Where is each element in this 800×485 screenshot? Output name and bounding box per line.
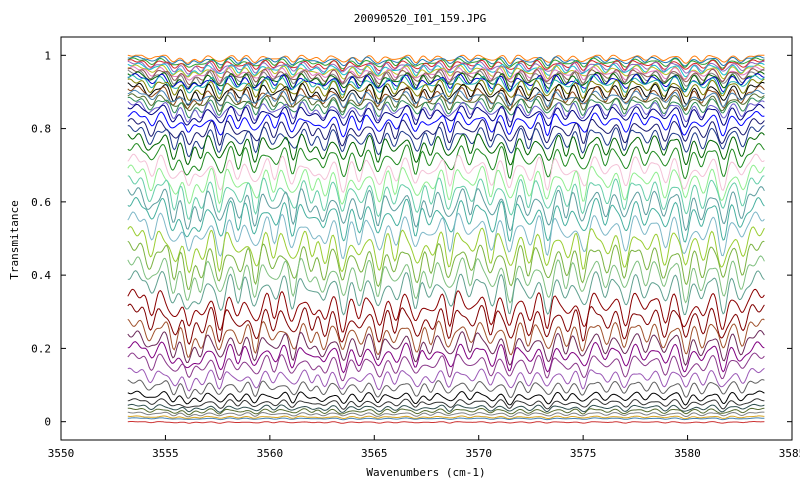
series-line <box>127 74 765 96</box>
series-layer <box>127 54 765 424</box>
series-line <box>127 54 765 64</box>
x-tick-label: 3575 <box>570 447 597 460</box>
plot-frame <box>60 36 793 441</box>
series-line <box>127 421 765 424</box>
tick-layer: 3550 3555 3560 3565 3570 3575 3580 3585 0 0.2 0.4 0… <box>31 37 800 460</box>
series-line <box>127 175 765 220</box>
y-tick-label: 0.4 <box>31 269 51 282</box>
series-line <box>127 226 765 274</box>
chart-title: 20090520_I01_159.JPG <box>354 12 486 25</box>
series-line <box>127 78 765 102</box>
series-line <box>127 367 765 392</box>
series-line <box>127 66 765 83</box>
series-line <box>127 103 765 128</box>
series-line <box>127 125 765 158</box>
x-tick-label: 3555 <box>152 447 179 460</box>
series-line <box>127 288 765 333</box>
series-line <box>127 197 765 243</box>
series-line <box>127 211 765 260</box>
y-tick-label: 0.8 <box>31 123 51 136</box>
x-tick-label: 3585 <box>779 447 800 460</box>
series-line <box>127 142 765 180</box>
series-line <box>127 318 765 358</box>
x-tick-label: 3560 <box>257 447 284 460</box>
series-line <box>127 57 765 70</box>
y-tick-label: 0.2 <box>31 342 51 355</box>
series-line <box>127 407 765 416</box>
series-line <box>127 329 765 366</box>
series-line <box>127 100 765 123</box>
series-line <box>127 390 765 406</box>
series-line <box>127 96 765 119</box>
x-tick-label: 3550 <box>48 447 75 460</box>
series-line <box>127 59 765 72</box>
series-line <box>127 415 765 420</box>
series-line <box>127 110 765 138</box>
x-tick-label: 3565 <box>361 447 388 460</box>
series-line <box>127 132 765 166</box>
x-tick-label: 3570 <box>465 447 492 460</box>
series-line <box>127 55 765 67</box>
series-line <box>127 64 765 80</box>
series-line <box>127 341 765 374</box>
x-tick-label: 3580 <box>674 447 701 460</box>
series-line <box>127 379 765 399</box>
series-line <box>127 89 765 108</box>
y-tick-label: 0.6 <box>31 196 51 209</box>
series-line <box>127 118 765 147</box>
series-line <box>127 417 765 421</box>
series-line <box>127 153 765 194</box>
x-axis-label: Wavenumbers (cm-1) <box>366 466 485 479</box>
y-tick-label: 1 <box>44 49 51 62</box>
series-line <box>127 73 765 93</box>
series-line <box>127 411 765 418</box>
series-line <box>127 398 765 410</box>
series-line <box>127 93 765 113</box>
series-line <box>127 303 765 345</box>
series-line <box>127 352 765 382</box>
series-line <box>127 85 765 112</box>
series-line <box>127 186 765 232</box>
y-tick-label: 0 <box>44 416 51 429</box>
series-line <box>127 71 765 91</box>
series-line <box>127 255 765 304</box>
series-line <box>127 164 765 205</box>
y-axis-label: Transmitance <box>8 200 21 279</box>
series-line <box>127 403 765 413</box>
series-line <box>127 270 765 316</box>
series-line <box>127 240 765 290</box>
